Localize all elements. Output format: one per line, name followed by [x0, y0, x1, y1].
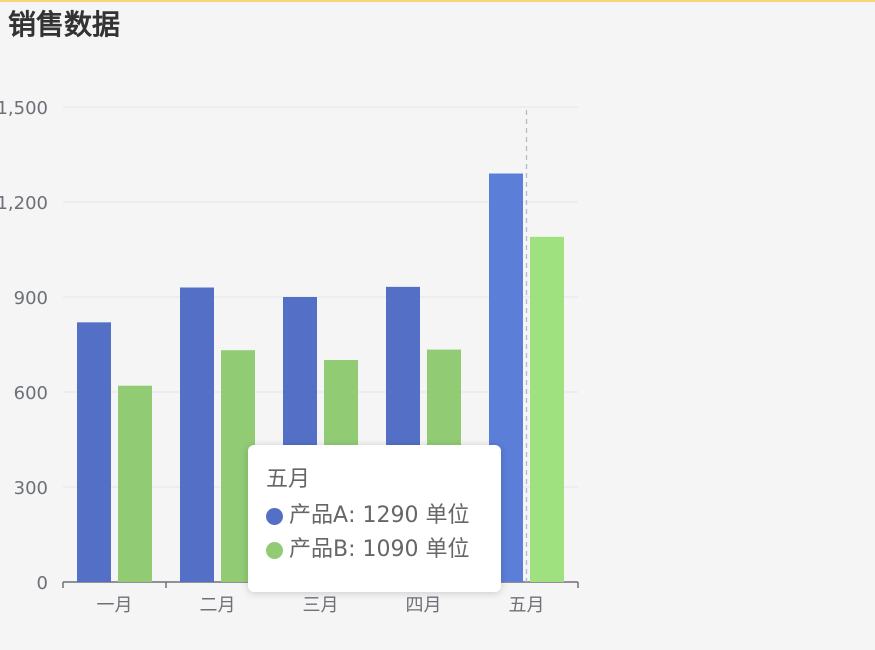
bar-a-2	[180, 287, 214, 582]
bar-a-1	[77, 322, 111, 582]
x-tick-label: 二月	[200, 595, 236, 616]
series-a-marker-icon	[266, 507, 283, 525]
bar-b-5	[530, 236, 564, 583]
tooltip-value: : 1090 单位	[348, 537, 470, 562]
y-tick-label: 900	[14, 288, 48, 309]
y-tick-label: 0	[37, 573, 48, 594]
x-tick-label: 三月	[303, 595, 339, 616]
x-tick-label: 四月	[406, 595, 442, 616]
tooltip-value: : 1290 单位	[348, 503, 470, 528]
top-accent-border	[0, 0, 875, 2]
y-tick-label: 1,200	[0, 193, 48, 214]
tooltip-series-name: 产品A	[289, 503, 349, 528]
y-tick-label: 1,500	[0, 98, 48, 119]
bar-b-1	[118, 385, 152, 582]
tooltip-series-name: 产品B	[289, 537, 349, 562]
x-tick-label: 一月	[97, 595, 133, 616]
tooltip-row-a: 产品A: 1290 单位	[266, 499, 501, 533]
tooltip-title: 五月	[266, 467, 311, 492]
y-tick-label: 300	[14, 478, 48, 499]
series-b-marker-icon	[266, 541, 283, 559]
tooltip-row-b: 产品B: 1090 单位	[266, 533, 501, 567]
x-tick-label: 五月	[509, 595, 545, 616]
tooltip: 五月 产品A: 1290 单位 产品B: 1090 单位	[248, 445, 501, 592]
chart-title: 销售数据	[8, 8, 121, 41]
y-tick-label: 600	[14, 383, 48, 404]
